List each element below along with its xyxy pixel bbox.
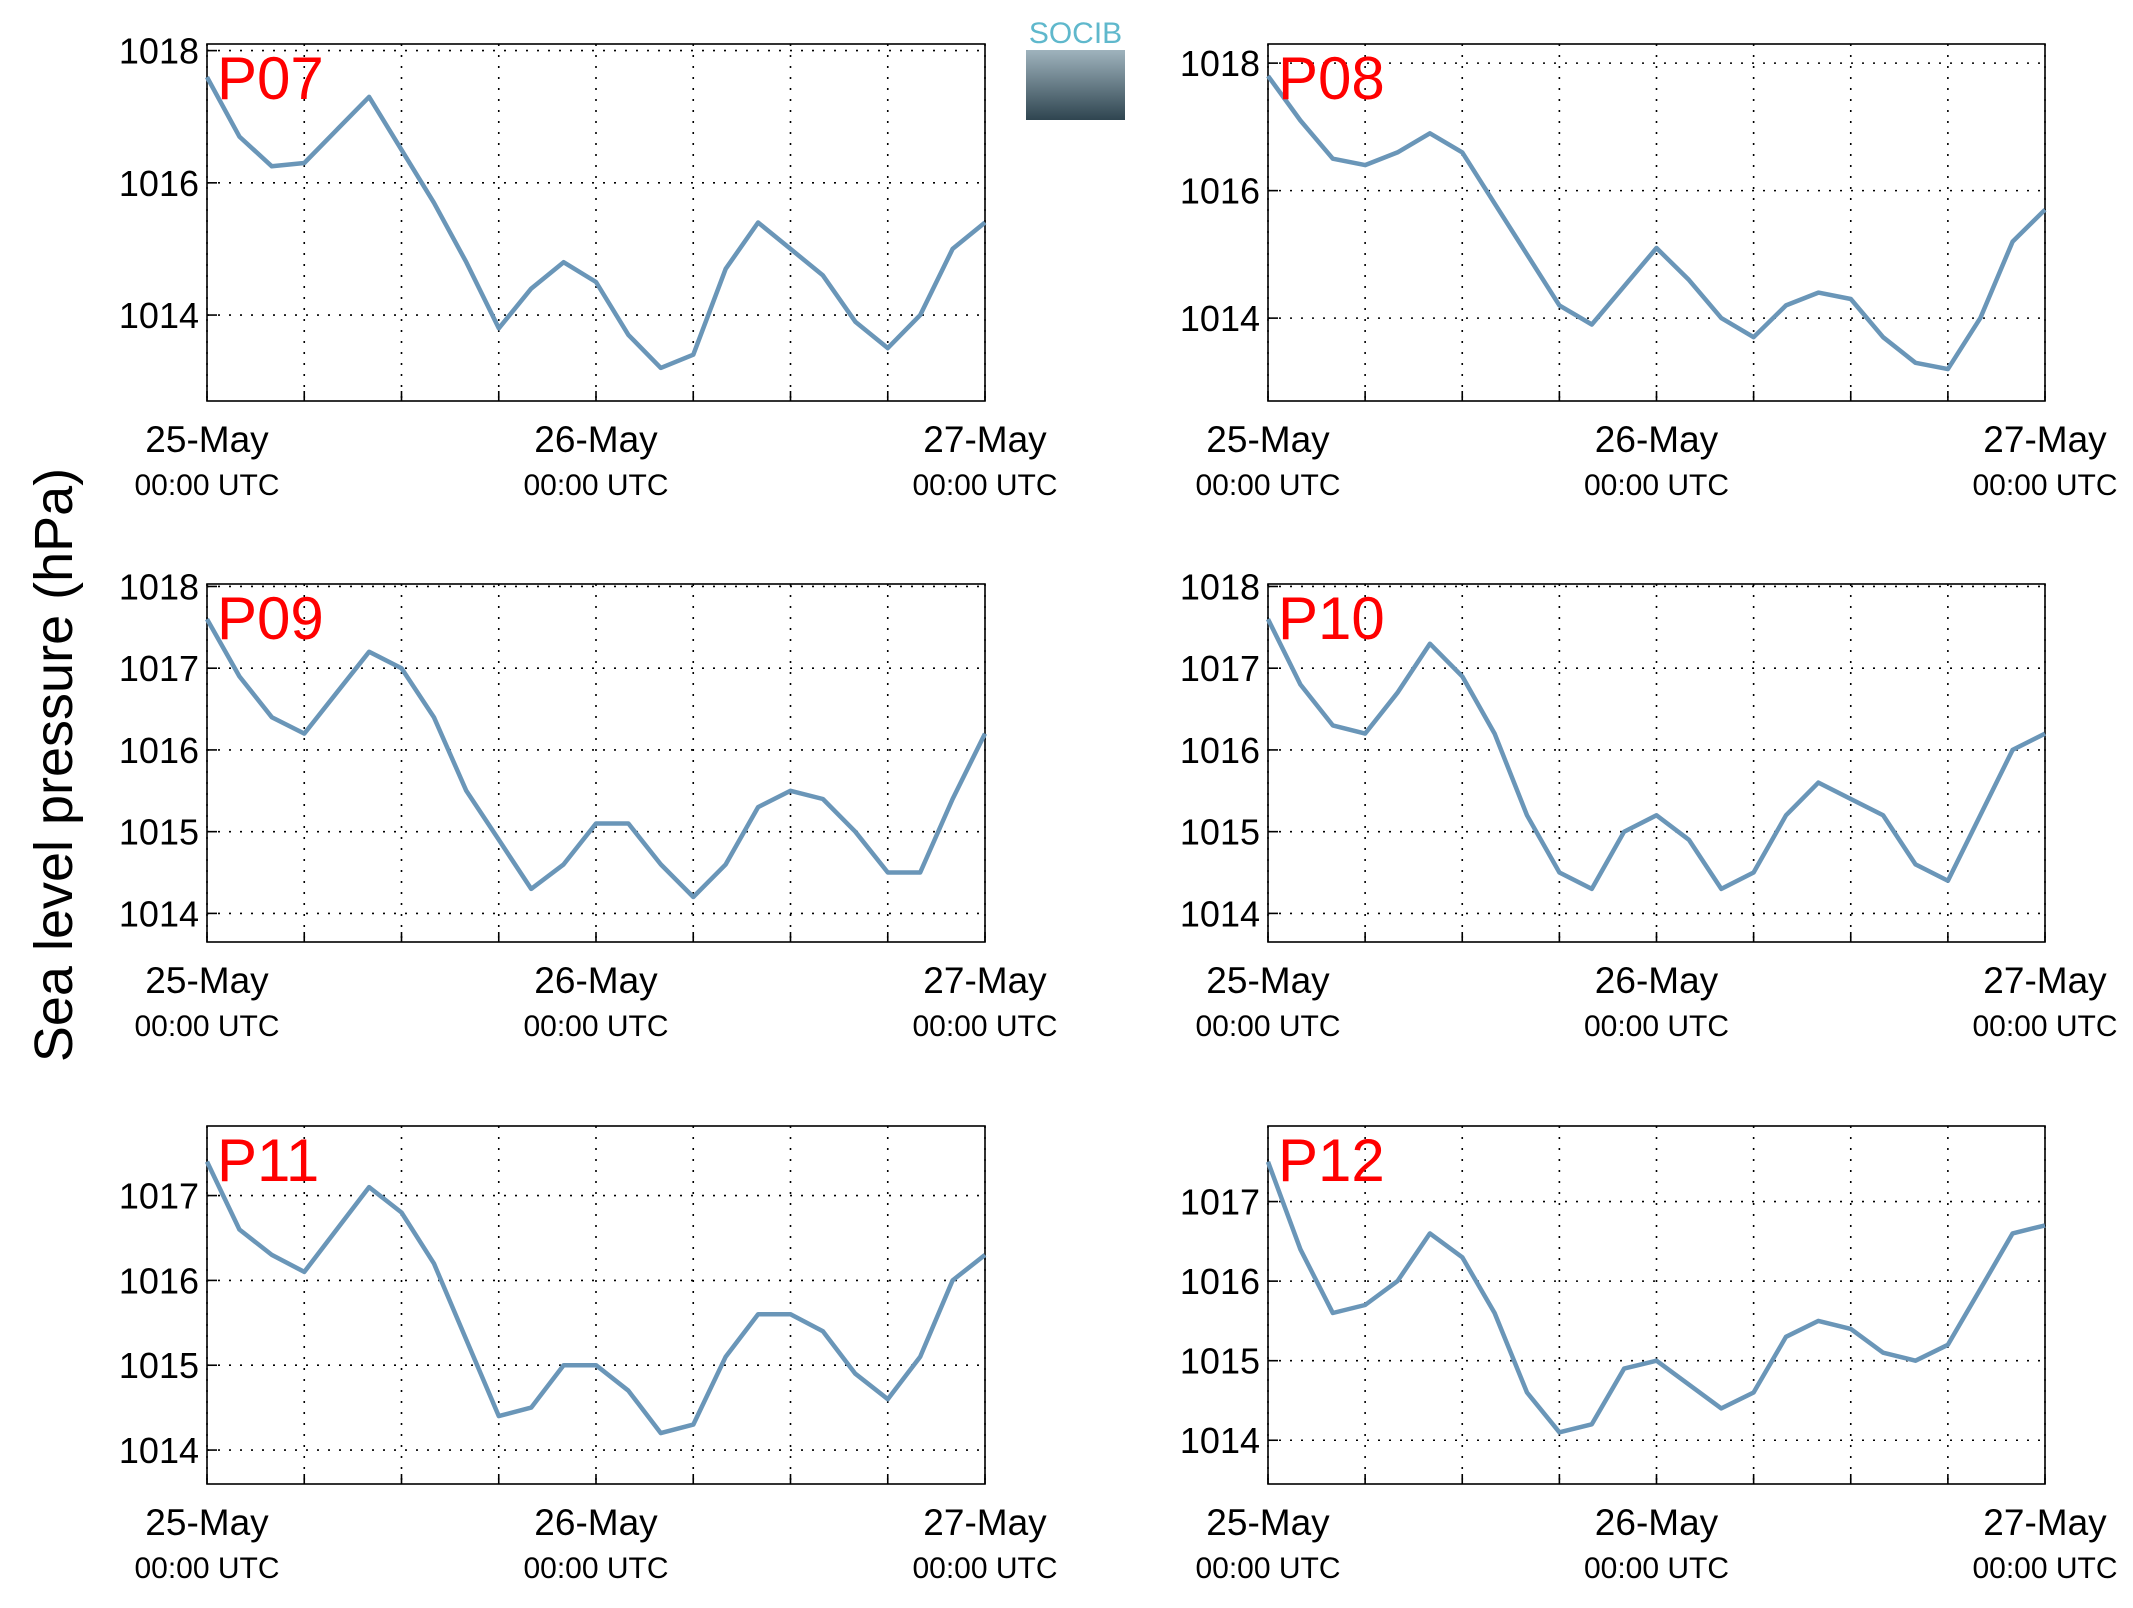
y-tick-label: 1014: [119, 893, 199, 934]
data-line: [1265, 1161, 2046, 1435]
panel-title: P11: [217, 1127, 319, 1194]
x-tick-sublabel: 00:00 UTC: [1972, 1552, 2117, 1585]
y-tick-label: 1016: [1180, 171, 1260, 212]
x-tick-label: 27-May: [923, 1502, 1047, 1543]
y-tick-label: 1016: [119, 730, 199, 771]
x-tick-label: 27-May: [1983, 419, 2107, 460]
x-tick-sublabel: 00:00 UTC: [1195, 1010, 1340, 1043]
x-tick-label: 26-May: [534, 1502, 658, 1543]
y-tick-label: 1015: [119, 1345, 199, 1386]
panel-title: P10: [1278, 585, 1385, 652]
y-tick-label: 1014: [1180, 893, 1260, 934]
data-line: [205, 76, 987, 371]
y-tick-label: 1017: [119, 648, 199, 689]
x-tick-sublabel: 00:00 UTC: [1584, 1552, 1729, 1585]
x-tick-label: 25-May: [1206, 419, 1330, 460]
x-tick-sublabel: 00:00 UTC: [134, 1010, 279, 1043]
x-tick-label: 27-May: [1983, 960, 2107, 1001]
y-tick-label: 1017: [119, 1176, 199, 1217]
plot-frame: [206, 583, 986, 943]
y-tick-label: 1017: [1180, 648, 1260, 689]
y-tick-label: 1018: [1180, 566, 1260, 607]
x-tick-label: 25-May: [1206, 1502, 1330, 1543]
x-tick-label: 26-May: [534, 960, 658, 1001]
panel-title: P08: [1278, 45, 1385, 112]
plot-frame: [1267, 43, 2046, 402]
x-tick-sublabel: 00:00 UTC: [523, 1010, 668, 1043]
logo: SOCIB: [1026, 17, 1125, 120]
y-tick-label: 1017: [1180, 1182, 1260, 1223]
panel-title: P09: [217, 585, 324, 652]
x-tick-sublabel: 00:00 UTC: [134, 469, 279, 502]
panel: 25-May 00:00 UTC 26-May 00:00 UTC 27-May 00:0…: [119, 1125, 1058, 1585]
y-tick-label: 1018: [119, 566, 199, 607]
x-tick-label: 26-May: [534, 419, 658, 460]
plot-frame: [206, 1125, 986, 1485]
y-tick-label: 1016: [1180, 1261, 1260, 1302]
logo-block: [1026, 50, 1125, 120]
panel-title: P07: [217, 45, 324, 112]
y-tick-label: 1016: [119, 1260, 199, 1301]
x-tick-sublabel: 00:00 UTC: [134, 1552, 279, 1585]
y-tick-label: 1018: [119, 31, 199, 72]
y-tick-label: 1014: [119, 295, 199, 336]
y-tick-label: 1016: [1180, 730, 1260, 771]
data-line: [1265, 618, 2047, 892]
y-tick-label: 1015: [1180, 1341, 1260, 1382]
logo-text: SOCIB: [1029, 17, 1122, 50]
panel: 25-May 00:00 UTC 26-May 00:00 UTC 27-May 00:0…: [119, 566, 1058, 1043]
x-tick-label: 27-May: [923, 960, 1047, 1001]
data-line: [1266, 74, 2047, 372]
y-axis-label: Sea level pressure (hPa): [24, 468, 84, 1062]
panel-title: P12: [1278, 1127, 1385, 1194]
data-line: [204, 1160, 987, 1436]
x-tick-label: 25-May: [1206, 960, 1330, 1001]
x-tick-sublabel: 00:00 UTC: [912, 1010, 1057, 1043]
x-tick-label: 25-May: [145, 419, 269, 460]
x-tick-label: 27-May: [923, 419, 1047, 460]
x-tick-label: 26-May: [1595, 419, 1719, 460]
x-tick-sublabel: 00:00 UTC: [912, 1552, 1057, 1585]
x-tick-label: 25-May: [145, 1502, 269, 1543]
x-tick-label: 25-May: [145, 960, 269, 1001]
y-tick-label: 1015: [119, 812, 199, 853]
y-tick-label: 1014: [119, 1430, 199, 1471]
y-tick-label: 1014: [1180, 298, 1260, 339]
x-tick-sublabel: 00:00 UTC: [523, 1552, 668, 1585]
x-tick-label: 26-May: [1595, 960, 1719, 1001]
x-tick-label: 26-May: [1595, 1502, 1719, 1543]
x-tick-sublabel: 00:00 UTC: [1584, 469, 1729, 502]
x-tick-label: 27-May: [1983, 1502, 2107, 1543]
x-tick-sublabel: 00:00 UTC: [1584, 1010, 1729, 1043]
x-tick-sublabel: 00:00 UTC: [523, 469, 668, 502]
y-tick-label: 1016: [119, 163, 199, 204]
panel: 25-May 00:00 UTC 26-May 00:00 UTC 27-May 00:0…: [1180, 1125, 2118, 1585]
data-line: [205, 617, 988, 900]
x-tick-sublabel: 00:00 UTC: [1972, 469, 2117, 502]
x-tick-sublabel: 00:00 UTC: [912, 469, 1057, 502]
y-tick-label: 1015: [1180, 812, 1260, 853]
y-tick-label: 1014: [1180, 1420, 1260, 1461]
plot-frame: [1267, 1125, 2046, 1485]
x-tick-sublabel: 00:00 UTC: [1195, 1552, 1340, 1585]
x-tick-sublabel: 00:00 UTC: [1195, 469, 1340, 502]
x-tick-sublabel: 00:00 UTC: [1972, 1010, 2117, 1043]
y-tick-label: 1018: [1180, 43, 1260, 84]
plot-frame: [1267, 583, 2046, 943]
panel: 25-May 00:00 UTC 26-May 00:00 UTC 27-May 00:0…: [119, 31, 1058, 502]
panel: 25-May 00:00 UTC 26-May 00:00 UTC 27-May 00:0…: [1180, 43, 2118, 502]
panel: 25-May 00:00 UTC 26-May 00:00 UTC 27-May 00:0…: [1180, 566, 2118, 1043]
